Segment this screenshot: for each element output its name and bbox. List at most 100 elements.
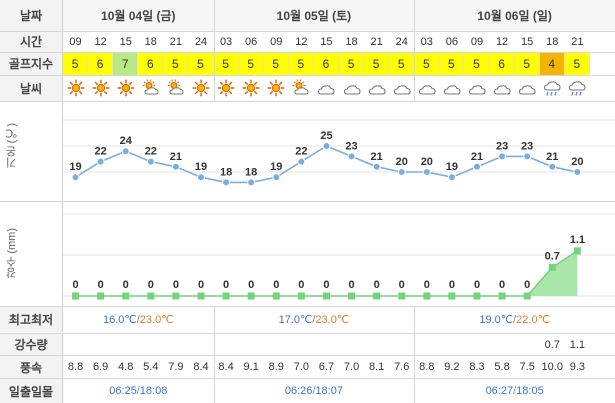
day-divider — [213, 0, 215, 101]
min-max-label: 최고최저 — [0, 307, 63, 332]
temperature-point — [146, 157, 155, 166]
weather-row: 날씨 — [0, 75, 615, 101]
precipitation-point — [97, 292, 105, 300]
wind-cell: 8.4 — [193, 361, 209, 373]
golf-index-cell: 7 — [113, 52, 139, 75]
hour-cell: 06 — [245, 35, 258, 48]
temperature-data-label: 23 — [496, 140, 508, 152]
wind-cell: 4.8 — [118, 361, 134, 373]
precipitation-cell — [490, 334, 515, 355]
day-divider — [414, 307, 416, 403]
precipitation-data-label: 0 — [98, 279, 104, 291]
temperature-point — [573, 168, 582, 176]
precipitation-cell — [214, 334, 239, 355]
temperature-data-label: 18 — [220, 166, 232, 178]
precipitation-data-label: 0 — [499, 279, 505, 291]
precipitation-cell — [88, 334, 113, 355]
hour-cell: 09 — [69, 35, 82, 48]
temperature-data-label: 19 — [69, 161, 81, 173]
precipitation-point — [297, 292, 305, 300]
golf-index-cell: 5 — [213, 52, 239, 75]
wind-row: 풍속 8.8 6.9 4.8 5.4 7.9 8.4 8.4 9.1 8.9 7.0 6.7 7.0 8… — [0, 356, 615, 378]
row-divider — [0, 75, 615, 76]
precipitation-point — [523, 292, 531, 300]
min-temp: 17.0℃ — [278, 314, 313, 326]
temperature-data-label: 20 — [396, 156, 408, 168]
min-max-row: 최고최저 16.0℃/23.0℃ 17.0℃/23.0℃ 19.0℃/22.0℃ — [0, 307, 615, 332]
precipitation-cell — [188, 334, 213, 355]
temperature-point — [297, 157, 306, 166]
temperature-data-label: 19 — [270, 161, 282, 173]
partly-cloudy-icon — [289, 75, 314, 101]
golf-index-cell: 5 — [188, 52, 214, 75]
temperature-data-label: 22 — [145, 146, 157, 158]
cloudy-icon — [339, 75, 364, 101]
time-label: 시간 — [0, 31, 63, 52]
hour-cell: 12 — [495, 35, 509, 48]
separator: / — [513, 313, 517, 326]
sunset-time: 18:08 — [139, 385, 168, 397]
precipitation-data-label: 0 — [474, 279, 480, 291]
precipitation-data-label: 0 — [173, 279, 179, 291]
sunrise-time: 06:25 — [109, 385, 137, 397]
wind-cell: 9.1 — [243, 361, 259, 373]
date-row: 날짜 10월 04일 (금) 10월 05일 (토) 10월 06일 (일) — [0, 0, 615, 31]
wind-cell: 8.9 — [268, 361, 284, 373]
temperature-data-label: 23 — [345, 140, 357, 152]
precipitation-data-label: 1.1 — [570, 234, 585, 246]
precipitation-cell — [138, 334, 163, 355]
golf-index-cell: 5 — [364, 52, 390, 75]
sun-icon — [239, 75, 264, 101]
row-divider — [0, 101, 615, 102]
precipitation-data-label: 0 — [524, 279, 530, 291]
golf-index-cell: 5 — [439, 52, 465, 75]
precipitation-point — [322, 292, 330, 300]
temperature-point — [347, 152, 356, 161]
hour-cell: 15 — [119, 35, 132, 48]
separator: / — [312, 385, 316, 397]
precipitation-plot: 01200000000000000000000.71.1 — [50, 209, 615, 303]
temperature-point — [96, 157, 105, 166]
temperature-data-label: 25 — [320, 130, 332, 142]
temperature-point — [548, 162, 557, 171]
precipitation-point — [498, 292, 506, 300]
precipitation-data-label: 0.7 — [545, 250, 560, 262]
row-divider — [0, 306, 615, 307]
temperature-point — [372, 162, 381, 171]
day-min-max-1: 16.0℃/23.0℃ — [63, 307, 214, 332]
precipitation-data-label: 0 — [248, 279, 254, 291]
precipitation-cell — [314, 334, 339, 355]
day-sunrise-sunset-2: 06:26/18:07 — [214, 379, 415, 403]
wind-cell: 8.8 — [419, 361, 435, 373]
precipitation-cell — [515, 334, 540, 355]
wind-cell: 10.0 — [541, 361, 563, 373]
hour-cell: 21 — [571, 35, 584, 48]
precipitation-cell — [163, 334, 188, 355]
cloudy-icon — [389, 75, 414, 101]
weather-label: 날씨 — [0, 75, 63, 101]
wind-cell: 8.4 — [218, 361, 234, 373]
hour-cell: 15 — [320, 35, 333, 48]
hour-cell: 12 — [94, 35, 107, 48]
precipitation-cell — [63, 334, 88, 355]
precipitation-point — [373, 292, 381, 300]
day-header-1: 10월 04일 (금) — [101, 9, 176, 23]
partly-cloudy-icon — [138, 75, 163, 101]
temperature-data-label: 18 — [245, 166, 257, 178]
rain-icon — [540, 75, 565, 101]
temperature-data-label: 20 — [421, 156, 433, 168]
day-divider — [414, 0, 416, 101]
hour-cell: 18 — [546, 35, 559, 48]
precipitation-data-label: 0 — [223, 279, 229, 291]
day-sunrise-sunset-3: 06:27/18:05 — [414, 379, 615, 403]
max-temp: 22.0℃ — [516, 314, 550, 326]
wind-cell: 8.8 — [67, 361, 84, 373]
golf-index-cell: 6 — [88, 52, 114, 75]
hour-cell: 06 — [445, 35, 459, 48]
row-divider — [0, 355, 615, 356]
day-divider — [213, 307, 215, 403]
date-label: 날짜 — [0, 0, 63, 31]
precipitation-point — [147, 292, 155, 300]
precipitation-data-label: 0 — [323, 279, 329, 291]
precipitation-axis-area — [0, 202, 63, 306]
